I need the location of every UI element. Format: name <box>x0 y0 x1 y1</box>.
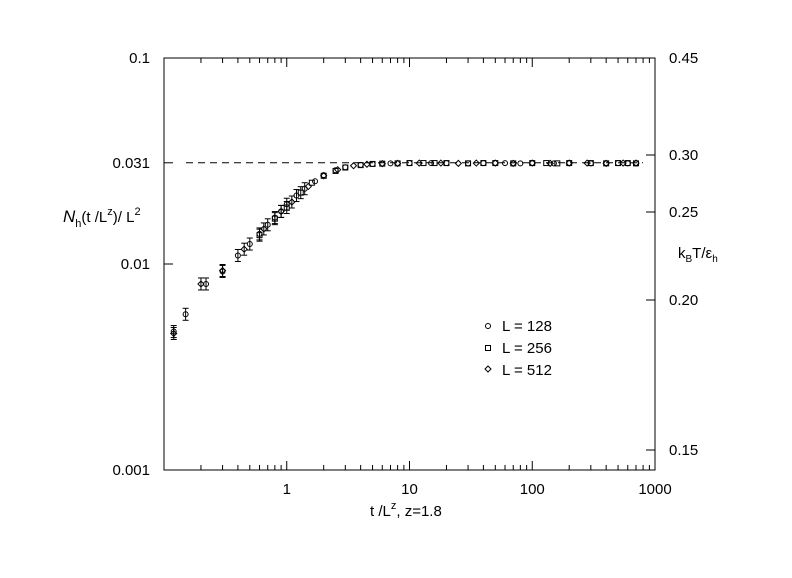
y-axis-title-sub1: h <box>75 218 81 230</box>
point-L512 <box>378 159 386 168</box>
point-L256 <box>587 160 594 167</box>
point-L512 <box>602 159 610 168</box>
point-L512 <box>415 159 423 167</box>
point-L256 <box>308 179 315 186</box>
point-L512 <box>546 159 554 168</box>
x-tick-label: 1000 <box>638 481 671 498</box>
point-L512 <box>454 159 463 168</box>
point-L512 <box>491 159 500 167</box>
point-L512 <box>583 159 591 167</box>
point-L512 <box>363 160 371 168</box>
point-L512 <box>319 172 328 180</box>
point-L512 <box>304 182 313 191</box>
y2-axis-title-main: k <box>678 245 686 262</box>
point-L256 <box>431 160 438 167</box>
legend-marker-diamond <box>484 365 492 373</box>
point-L256 <box>480 160 487 167</box>
point-L512 <box>632 159 640 167</box>
y-axis-title-mid: (t /L <box>81 209 107 226</box>
y-tick-label: 0.031 <box>112 155 150 172</box>
y-tick-label: 0.01 <box>121 256 150 273</box>
x-axis-title-rest: , z=1.8 <box>396 503 441 520</box>
point-L128 <box>428 160 435 167</box>
data-points <box>170 159 640 340</box>
point-L128 <box>387 160 394 167</box>
point-L128 <box>369 160 376 167</box>
point-L128 <box>550 160 557 167</box>
point-L512 <box>437 159 445 167</box>
point-L128 <box>312 178 319 185</box>
point-L256 <box>543 160 550 167</box>
point-L256 <box>357 162 364 169</box>
x-tick-label: 100 <box>520 481 545 498</box>
point-L128 <box>517 160 524 167</box>
x-axis-title: t /Lz, z=1.8 <box>370 500 442 520</box>
point-L256 <box>420 160 427 167</box>
x-axis-title-sup: z <box>391 500 397 512</box>
legend-label-1: L = 256 <box>502 340 552 357</box>
point-L128 <box>502 160 509 167</box>
y-tick-label: 0.1 <box>129 50 150 67</box>
legend-label-2: L = 512 <box>502 362 552 379</box>
y2-axis-title-sub1: B <box>686 254 693 265</box>
axis-ticks: 1 10 100 1000 0.001 0.01 0.031 0.1 0.15 0.20 0.25 0… <box>112 50 698 498</box>
y2-axis-title: kBT/εh <box>678 245 718 265</box>
legend-marker-square <box>485 345 491 351</box>
y2-tick-label: 0.20 <box>669 292 698 309</box>
point-L512 <box>393 159 402 168</box>
y-axis-title-sup1: z <box>107 206 113 218</box>
point-L512 <box>619 159 627 167</box>
point-L512 <box>565 159 573 167</box>
y2-axis-title-sub2: h <box>712 254 718 265</box>
plot-frame <box>163 57 656 471</box>
y2-tick-label: 0.25 <box>669 204 698 221</box>
point-L256 <box>342 164 349 171</box>
y-axis-title-mid2: )/ L <box>113 209 135 226</box>
legend-entry-1: L = 256 <box>485 340 552 357</box>
legend-label-0: L = 128 <box>502 318 552 335</box>
y-tick-label: 0.001 <box>112 462 150 479</box>
point-L512 <box>472 159 480 167</box>
legend-entry-0: L = 128 <box>485 318 552 335</box>
point-L256 <box>554 160 561 167</box>
y2-tick-label: 0.30 <box>669 147 698 164</box>
point-L512 <box>333 165 342 174</box>
y-axis-title-sup2: 2 <box>134 206 140 218</box>
point-L256 <box>465 160 472 167</box>
y2-tick-label: 0.15 <box>669 442 698 459</box>
x-tick-label: 10 <box>401 481 418 498</box>
point-L256 <box>624 160 631 167</box>
y-axis-title: Nh(t /Lz)/ L2 <box>63 206 141 230</box>
point-L256 <box>406 160 413 167</box>
y2-axis-title-mid: T/ε <box>692 245 712 262</box>
y2-tick-label: 0.45 <box>669 50 698 67</box>
point-L512 <box>349 162 358 170</box>
legend-entry-2: L = 512 <box>484 362 552 379</box>
legend: L = 128 L = 256 L = 512 <box>484 318 552 379</box>
x-axis-title-main: t /L <box>370 503 391 520</box>
x-tick-label: 1 <box>283 481 291 498</box>
legend-marker-circle <box>485 323 491 329</box>
point-L128 <box>480 160 487 167</box>
point-L512 <box>528 159 536 167</box>
y-axis-title-main: N <box>63 207 76 226</box>
point-L128 <box>465 160 472 167</box>
point-L512 <box>509 159 517 168</box>
